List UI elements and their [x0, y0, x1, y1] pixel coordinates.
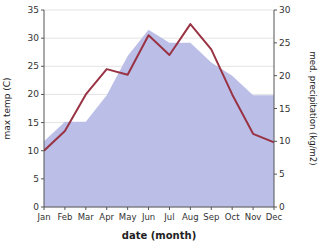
x-tick — [274, 207, 275, 210]
y-tick — [41, 122, 44, 123]
y2-tick — [274, 42, 277, 43]
y2-tick-label: 10 — [279, 136, 291, 146]
x-tick — [44, 207, 45, 210]
y2-tick-label: 0 — [279, 202, 285, 212]
x-axis-line — [44, 207, 274, 208]
y-tick — [41, 10, 44, 11]
x-tick-label: Aug — [182, 212, 199, 222]
y2-tick — [274, 141, 277, 142]
grid-line — [44, 10, 274, 11]
y-tick-label: 5 — [33, 174, 39, 184]
y-tick — [41, 38, 44, 39]
y-tick — [41, 66, 44, 67]
y2-tick-label: 5 — [279, 169, 285, 179]
y-tick-label: 15 — [28, 118, 39, 128]
x-tick-label: Apr — [99, 212, 114, 222]
axes: 0 5 10 15 20 25 30 35 0 5 10 15 20 25 30 Jan Feb Mar Apr Ma… — [28, 5, 291, 222]
y2-tick — [274, 108, 277, 109]
x-tick — [148, 207, 149, 210]
x-tick — [190, 207, 191, 210]
x-tick — [64, 207, 65, 210]
y-tick — [41, 150, 44, 151]
x-tick-label: Jul — [163, 212, 174, 222]
x-tick — [106, 207, 107, 210]
x-tick-label: Sep — [203, 212, 219, 222]
x-tick-label: Oct — [225, 212, 240, 222]
plot-area — [44, 24, 274, 207]
y-tick-label: 35 — [28, 5, 39, 15]
y2-tick — [274, 75, 277, 76]
x-tick-label: Feb — [57, 212, 72, 222]
x-tick-label: Nov — [245, 212, 262, 222]
x-tick — [253, 207, 254, 210]
y2-tick-label: 15 — [279, 104, 290, 114]
y2-tick-label: 20 — [279, 71, 291, 81]
x-axis-label: date (month) — [122, 230, 196, 241]
x-tick-label: Dec — [266, 212, 283, 222]
area — [44, 30, 274, 207]
y-tick-label: 30 — [28, 33, 40, 43]
x-tick-label: May — [119, 212, 137, 222]
x-tick — [211, 207, 212, 210]
y-tick-label: 25 — [28, 61, 39, 71]
x-tick-label: Jan — [36, 212, 50, 222]
y-tick — [41, 178, 44, 179]
grid — [44, 10, 274, 207]
y2-tick — [274, 10, 277, 11]
x-tick — [169, 207, 170, 210]
chart: 0 5 10 15 20 25 30 35 0 5 10 15 20 25 30 Jan Feb Mar Apr Ma… — [0, 0, 318, 247]
y-axis-label: max temp (C) — [2, 77, 12, 139]
x-tick-label: Mar — [78, 212, 95, 222]
y-tick-label: 0 — [33, 202, 39, 212]
y-tick-label: 10 — [28, 146, 40, 156]
x-tick — [232, 207, 233, 210]
y-axis-line — [44, 10, 45, 207]
x-tick — [85, 207, 86, 210]
y2-tick-label: 30 — [279, 5, 291, 15]
y-tick — [41, 94, 44, 95]
line — [44, 24, 274, 151]
grid-line — [44, 207, 274, 208]
y2-tick-label: 25 — [279, 38, 290, 48]
y-tick-label: 20 — [28, 89, 40, 99]
y2-axis-label: med. precipitation (kg/m2) — [308, 51, 318, 165]
y2-tick — [274, 174, 277, 175]
x-tick — [127, 207, 128, 210]
x-tick-label: Jun — [141, 212, 155, 222]
